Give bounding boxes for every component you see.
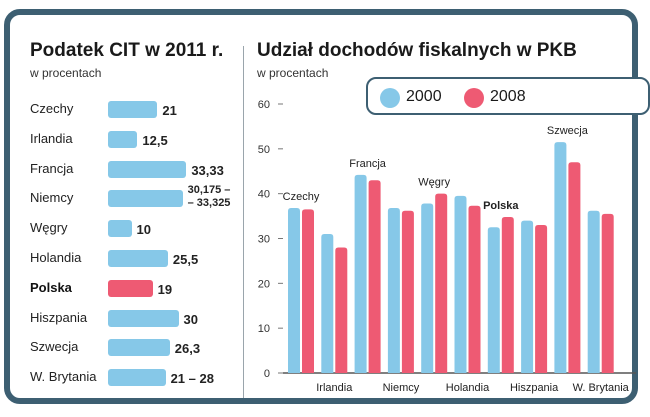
x-category-label: Niemcy — [383, 382, 420, 394]
bar-2000 — [454, 195, 467, 373]
y-tick-label: 10 — [258, 323, 270, 335]
cit-value-label: 12,5 — [142, 132, 168, 148]
cit-value-label: 25,5 — [172, 252, 199, 267]
top-category-label: Węgry — [418, 177, 450, 189]
cit-row-label: Szwecja — [30, 339, 79, 355]
right-chart-title: Udział dochodów fiskalnych w PKB — [257, 40, 577, 61]
bar-2000 — [521, 220, 534, 373]
cit-value-label: 26,3 — [174, 341, 201, 357]
cit-row-label: Irlandia — [30, 130, 73, 146]
panel-divider — [243, 46, 244, 398]
bar-2000 — [288, 208, 300, 373]
cit-bar — [108, 220, 132, 238]
cit-value-label: 30,175 – – 33,325 — [187, 184, 231, 210]
bar-2000 — [354, 174, 367, 373]
cit-row-label: Holandia — [30, 250, 82, 265]
y-tick-label: 0 — [264, 368, 270, 380]
cit-bar — [108, 309, 179, 327]
y-tick-label: 30 — [258, 234, 270, 246]
cit-bar — [108, 160, 187, 178]
y-tick-label: 20 — [258, 278, 270, 290]
cit-bar — [108, 101, 158, 118]
bar-2000 — [421, 203, 434, 373]
bar-2008 — [535, 225, 548, 373]
bar-2008 — [468, 205, 481, 373]
bar-2008 — [401, 210, 414, 373]
x-category-label: W. Brytania — [573, 382, 630, 394]
y-tick-label: 60 — [258, 99, 270, 111]
legend-label-2008: 2008 — [490, 88, 526, 105]
cit-value-label: 19 — [157, 281, 173, 297]
cit-bar — [108, 339, 170, 357]
x-category-label: Holandia — [446, 382, 490, 394]
top-category-label: Szwecja — [547, 125, 589, 137]
top-category-label: Polska — [483, 200, 519, 212]
right-chart-subtitle: w procentach — [257, 66, 329, 80]
cit-value-label: 30 — [183, 311, 198, 327]
cit-value-label: 21 – 28 — [170, 371, 214, 387]
cit-bar — [108, 130, 138, 148]
bar-2008 — [435, 193, 448, 373]
top-category-label: Czechy — [283, 191, 320, 203]
bar-2000 — [321, 234, 334, 373]
left-chart-subtitle: w procentach — [30, 66, 102, 80]
bar-2008 — [568, 162, 581, 373]
cit-bar — [108, 279, 153, 297]
cit-bar — [108, 369, 166, 387]
y-tick-label: 40 — [258, 189, 270, 201]
cit-row-label: Czechy — [30, 101, 74, 116]
cit-bar — [108, 250, 168, 267]
cit-row-label: Węgry — [30, 220, 68, 236]
bar-2000 — [487, 227, 500, 373]
bar-2008 — [368, 180, 381, 373]
cit-row-label: W. Brytania — [30, 369, 97, 385]
x-category-label: Irlandia — [316, 382, 353, 394]
cit-row-label: Polska — [30, 279, 72, 295]
bar-2000 — [587, 210, 600, 373]
cit-row-label: Francja — [30, 160, 74, 176]
cit-row-label: Niemcy — [30, 190, 74, 206]
top-category-label: Francja — [349, 158, 387, 170]
cit-row-label: Hiszpania — [30, 309, 88, 325]
cit-bar — [108, 190, 183, 208]
left-chart-title: Podatek CIT w 2011 r. — [30, 40, 224, 61]
legend-swatch-2000 — [380, 88, 400, 108]
bar-2008 — [302, 209, 314, 373]
bar-2008 — [601, 213, 614, 373]
y-tick-label: 50 — [258, 144, 270, 156]
cit-value-label: 33,33 — [191, 162, 224, 178]
legend-swatch-2008 — [464, 88, 484, 108]
cit-value-label: 21 — [162, 103, 177, 118]
legend-label-2000: 2000 — [406, 88, 442, 105]
bar-2008 — [335, 247, 348, 373]
legend: 2000 2008 — [366, 77, 650, 115]
cit-value-label: 10 — [136, 222, 151, 238]
bar-2008 — [501, 216, 514, 373]
bar-2000 — [554, 142, 567, 373]
bar-2000 — [387, 208, 400, 373]
x-category-label: Hiszpania — [510, 382, 559, 394]
